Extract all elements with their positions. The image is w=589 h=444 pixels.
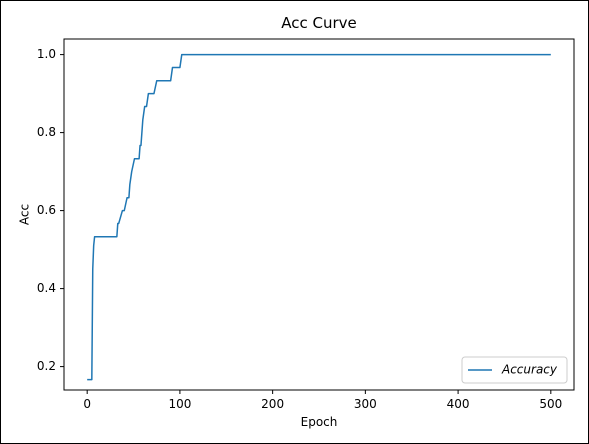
x-tick-label: 400: [447, 397, 470, 411]
series-layer: [87, 53, 551, 381]
x-tick-label: 100: [168, 397, 191, 411]
y-tick-label: 0.8: [37, 125, 56, 139]
x-tick-label: 300: [354, 397, 377, 411]
plot-area: 0 100 200 300 400 500 0.2 0.4 0.6 0.8 1.0 Accurac…: [37, 38, 575, 411]
legend-label-accuracy: Accuracy: [501, 363, 558, 377]
y-ticks: 0.2 0.4 0.6 0.8 1.0: [37, 47, 64, 373]
series-line-accuracy: [87, 53, 551, 381]
legend: Accuracy: [461, 356, 568, 384]
x-ticks: 0 100 200 300 400 500: [83, 390, 562, 411]
legend-box: [461, 356, 568, 384]
x-tick-label: 500: [539, 397, 562, 411]
y-tick-label: 1.0: [37, 47, 56, 61]
x-axis-label: Epoch: [301, 415, 338, 429]
x-tick-label: 200: [261, 397, 284, 411]
y-tick-label: 0.6: [37, 203, 56, 217]
y-tick-label: 0.4: [37, 281, 56, 295]
axes-frame: [63, 38, 575, 391]
y-axis-label: Acc: [18, 204, 32, 225]
x-tick-label: 0: [83, 397, 91, 411]
chart-title: Acc Curve: [281, 14, 357, 32]
y-tick-label: 0.2: [37, 359, 56, 373]
